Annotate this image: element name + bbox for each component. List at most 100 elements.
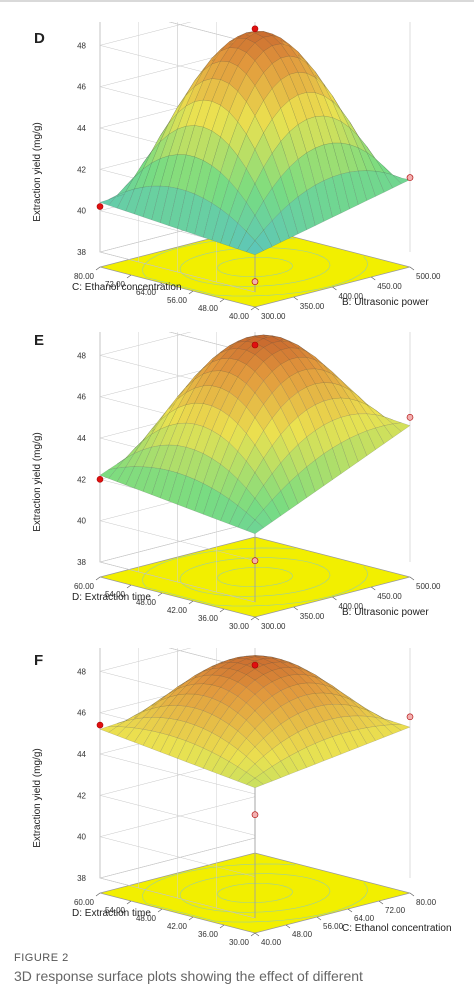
- design-point: [251, 811, 259, 818]
- y-tick: [126, 274, 132, 279]
- panel-f-chart: 38404244464850Extraction yield (mg/g)40.…: [32, 648, 452, 947]
- x-tick: [409, 576, 415, 581]
- y-axis-label: C: Ethanol concentration: [72, 282, 182, 293]
- x-tick-label: 400.00: [339, 602, 364, 611]
- y-tick-label: 42.00: [167, 606, 188, 615]
- y-tick: [219, 608, 225, 613]
- z-tick-label: 46: [77, 709, 86, 718]
- y-tick: [188, 916, 194, 921]
- surface-cell: [392, 174, 411, 184]
- y-tick: [157, 592, 163, 597]
- x-tick-label: 72.00: [385, 906, 406, 915]
- y-tick: [250, 616, 256, 621]
- x-tick: [254, 306, 260, 311]
- y-tick: [219, 924, 225, 929]
- floor-contour: [179, 557, 331, 597]
- x-tick-label: 300.00: [261, 622, 286, 631]
- y-tick-label: 54.00: [105, 590, 126, 599]
- z-tick-label: 48: [77, 41, 86, 50]
- panel-f: F 38404244464850Extraction yield (mg/g)4…: [0, 648, 474, 948]
- design-point: [251, 25, 259, 33]
- z-tick-label: 44: [77, 434, 86, 443]
- design-point: [251, 341, 259, 349]
- panel-f-letter: F: [34, 652, 44, 669]
- z-tick-label: 38: [77, 874, 86, 883]
- z-tick-label: 40: [77, 833, 86, 842]
- y-tick: [126, 584, 132, 589]
- y-tick-label: 30.00: [229, 938, 250, 947]
- z-tick-label: 44: [77, 124, 86, 133]
- panel-e-letter: E: [34, 332, 45, 349]
- x-tick: [285, 924, 291, 929]
- y-tick: [157, 282, 163, 287]
- top-divider: [0, 0, 474, 2]
- design-point: [251, 557, 259, 564]
- x-tick-label: 40.00: [261, 938, 282, 947]
- floor-contour: [217, 257, 293, 277]
- y-tick: [219, 298, 225, 303]
- z-tick-label: 38: [77, 558, 86, 567]
- x-tick: [371, 276, 376, 281]
- z-gridline: [99, 755, 256, 836]
- z-gridline: [168, 648, 256, 671]
- x-tick-label: 500.00: [416, 272, 441, 281]
- panel-e: E 38404244464850Extraction yield (mg/g)3…: [0, 332, 474, 644]
- z-gridline: [99, 837, 256, 919]
- figure-label: FIGURE 2: [14, 952, 69, 964]
- x-tick: [316, 916, 322, 921]
- y-tick: [250, 306, 256, 311]
- y-tick-label: 60.00: [74, 582, 95, 591]
- x-tick: [378, 900, 384, 905]
- x-tick: [332, 286, 337, 291]
- design-point: [96, 203, 104, 210]
- y-tick-label: 64.00: [136, 288, 157, 297]
- x-tick-label: 80.00: [416, 898, 437, 907]
- design-point: [406, 414, 414, 421]
- x-tick: [409, 266, 415, 271]
- z-tick-label: 42: [77, 791, 86, 800]
- y-tick-label: 48.00: [198, 304, 219, 313]
- z-gridline: [99, 796, 256, 877]
- x-tick-label: 450.00: [377, 282, 402, 291]
- x-tick: [254, 616, 260, 621]
- z-gridline: [168, 332, 256, 355]
- y-tick: [157, 908, 163, 913]
- surface-cell: [392, 724, 411, 731]
- x-tick: [293, 296, 298, 301]
- design-point: [251, 278, 259, 285]
- y-tick: [95, 892, 101, 897]
- response-surface: [99, 334, 411, 534]
- x-tick-label: 400.00: [339, 292, 364, 301]
- y-tick-label: 36.00: [198, 614, 219, 623]
- z-tick-label: 46: [77, 83, 86, 92]
- y-tick-label: 80.00: [74, 272, 95, 281]
- x-axis-label: B: Ultrasonic power: [342, 297, 429, 308]
- x-tick: [254, 932, 260, 937]
- z-axis-label: Extraction yield (mg/g): [32, 432, 43, 531]
- x-axis-label: B: Ultrasonic power: [342, 607, 429, 618]
- floor-contour: [142, 237, 368, 297]
- y-tick-label: 40.00: [229, 312, 250, 321]
- y-tick: [188, 600, 194, 605]
- floor-contour: [142, 547, 368, 607]
- floor-contour: [217, 883, 293, 903]
- z-tick-label: 40: [77, 207, 86, 216]
- z-tick-label: 48: [77, 351, 86, 360]
- y-tick: [95, 576, 101, 581]
- x-tick: [371, 586, 376, 591]
- z-gridline: [99, 521, 256, 603]
- design-point: [406, 174, 414, 181]
- z-tick-label: 44: [77, 750, 86, 759]
- design-point: [251, 661, 259, 669]
- y-tick: [188, 290, 194, 295]
- x-tick: [347, 908, 353, 913]
- y-tick: [95, 266, 101, 271]
- y-tick-label: 30.00: [229, 622, 250, 631]
- z-tick-label: 38: [77, 248, 86, 257]
- y-tick: [126, 900, 132, 905]
- x-tick-label: 350.00: [300, 302, 325, 311]
- z-tick-label: 46: [77, 393, 86, 402]
- response-surface: [99, 655, 411, 788]
- x-tick: [332, 596, 337, 601]
- design-point: [96, 721, 104, 729]
